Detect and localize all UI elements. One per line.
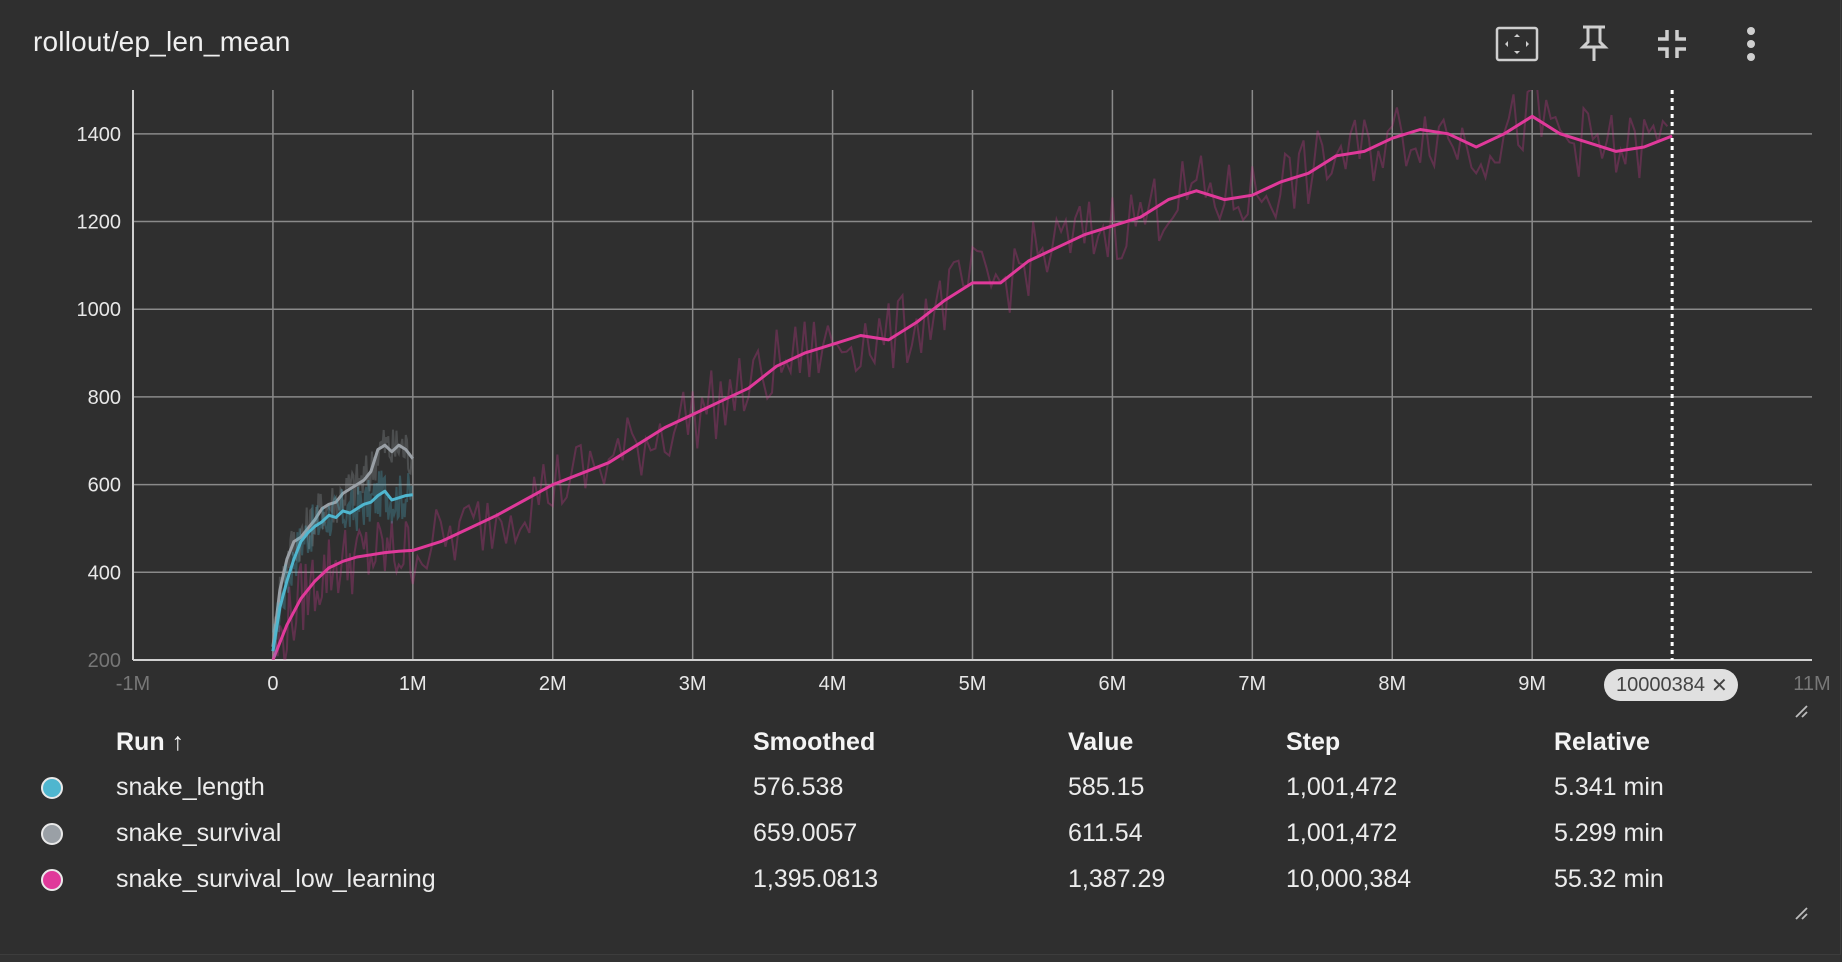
table-row[interactable]: snake_length 576.538 585.15 1,001,472 5.…	[26, 764, 1774, 810]
step-value: 10,000,384	[1286, 864, 1412, 893]
x-tick-label: 0	[267, 673, 278, 695]
series-line-snake_survival_low_learning	[271, 114, 1673, 660]
y-tick-label: 200	[88, 650, 121, 672]
relative-value: 5.299 min	[1554, 818, 1664, 847]
run-name: snake_survival	[116, 818, 282, 847]
header-step[interactable]: Step	[1286, 727, 1341, 756]
pin-icon	[1579, 25, 1609, 61]
header-smoothed[interactable]: Smoothed	[753, 727, 876, 756]
raw-value: 611.54	[1068, 818, 1143, 847]
close-icon[interactable]: ✕	[1710, 674, 1728, 697]
line-chart[interactable]: 200 400 600 800 1000 1200 1400 -1M 0 1M 2M 3M 4M 5M 6M…	[0, 80, 1842, 700]
raw-value: 585.15	[1068, 772, 1145, 801]
run-color-dot	[41, 822, 63, 845]
relative-value: 55.32 min	[1554, 864, 1664, 893]
x-tick-label: 3M	[679, 673, 707, 695]
step-badge[interactable]: 10000384 ✕	[1604, 669, 1738, 701]
header-value[interactable]: Value	[1068, 727, 1134, 756]
smoothed-value: 1,395.0813	[753, 864, 879, 893]
raw-line-snake_length	[271, 470, 413, 658]
x-tick-label: 5M	[959, 673, 987, 695]
step-value: 1,001,472	[1286, 818, 1398, 847]
y-tick-label: 600	[88, 475, 121, 497]
card-title: rollout/ep_len_mean	[33, 26, 291, 57]
y-tick-label: 400	[88, 562, 121, 584]
raw-line-snake_survival	[272, 429, 413, 660]
y-tick-label: 800	[88, 387, 121, 409]
raw-value: 1,387.29	[1068, 864, 1166, 893]
resize-handle-icon[interactable]	[1794, 704, 1808, 718]
run-name: snake_length	[116, 772, 265, 801]
collapse-icon	[1658, 30, 1686, 58]
x-tick-label: 4M	[819, 673, 847, 695]
runs-table: Run ↑ Smoothed Value Step Relative snake…	[26, 720, 1774, 902]
series-line-snake_survival	[271, 443, 414, 647]
run-color-dot	[41, 868, 63, 891]
x-tick-label: -1M	[116, 673, 150, 695]
x-tick-label: 1M	[399, 673, 427, 695]
fit-to-screen-icon	[1495, 26, 1539, 62]
run-color-dot	[41, 776, 63, 799]
fit-domain-button[interactable]	[1491, 18, 1543, 70]
y-tick-label: 1200	[77, 212, 122, 234]
header-run[interactable]: Run ↑	[116, 727, 185, 756]
pin-button[interactable]	[1568, 18, 1620, 70]
run-name: snake_survival_low_learning	[116, 864, 436, 893]
table-row[interactable]: snake_survival_low_learning 1,395.0813 1…	[26, 856, 1774, 902]
x-tick-label: 11M	[1793, 673, 1830, 695]
table-header-row: Run ↑ Smoothed Value Step Relative	[26, 720, 1774, 764]
x-tick-label: 8M	[1378, 673, 1406, 695]
smoothed-value: 576.538	[753, 772, 844, 801]
step-badge-value: 10000384	[1616, 673, 1705, 696]
sort-arrow-icon[interactable]: ↑	[171, 727, 185, 756]
x-tick-label: 6M	[1099, 673, 1127, 695]
raw-line-snake_survival_low_learning	[272, 90, 1669, 660]
step-value: 1,001,472	[1286, 772, 1398, 801]
y-tick-label: 1000	[77, 299, 122, 321]
y-tick-label: 1400	[77, 124, 122, 146]
x-tick-label: 2M	[539, 673, 567, 695]
resize-handle-icon[interactable]	[1794, 906, 1808, 920]
header-relative[interactable]: Relative	[1554, 727, 1650, 756]
more-vert-icon	[1747, 27, 1755, 61]
relative-value: 5.341 min	[1554, 772, 1664, 801]
collapse-button[interactable]	[1646, 18, 1698, 70]
more-menu-button[interactable]	[1725, 18, 1777, 70]
series-line-snake_length	[271, 489, 413, 652]
header-color	[26, 720, 116, 764]
x-tick-label: 9M	[1518, 673, 1546, 695]
smoothed-value: 659.0057	[753, 818, 858, 847]
x-tick-label: 7M	[1238, 673, 1266, 695]
table-row[interactable]: snake_survival 659.0057 611.54 1,001,472…	[26, 810, 1774, 856]
